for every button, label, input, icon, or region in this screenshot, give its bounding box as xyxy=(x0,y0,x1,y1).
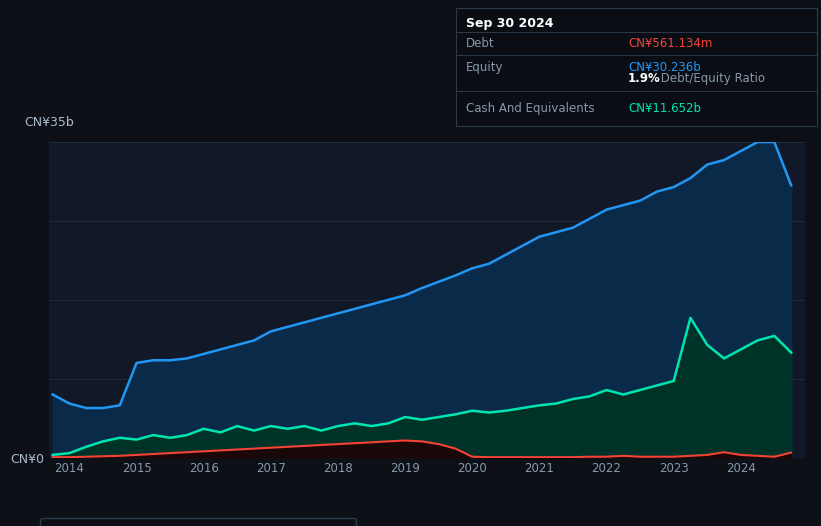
Text: CN¥11.652b: CN¥11.652b xyxy=(628,102,701,115)
Text: Equity: Equity xyxy=(466,60,503,74)
Text: 1.9%: 1.9% xyxy=(628,73,661,85)
Text: Sep 30 2024: Sep 30 2024 xyxy=(466,17,553,30)
Legend: Debt, Equity, Cash And Equivalents: Debt, Equity, Cash And Equivalents xyxy=(40,518,356,526)
Text: Debt: Debt xyxy=(466,37,494,50)
Text: CN¥561.134m: CN¥561.134m xyxy=(628,37,713,50)
Text: Cash And Equivalents: Cash And Equivalents xyxy=(466,102,594,115)
Text: CN¥35b: CN¥35b xyxy=(25,116,75,129)
Text: CN¥30.236b: CN¥30.236b xyxy=(628,60,701,74)
Text: Debt/Equity Ratio: Debt/Equity Ratio xyxy=(657,73,765,85)
